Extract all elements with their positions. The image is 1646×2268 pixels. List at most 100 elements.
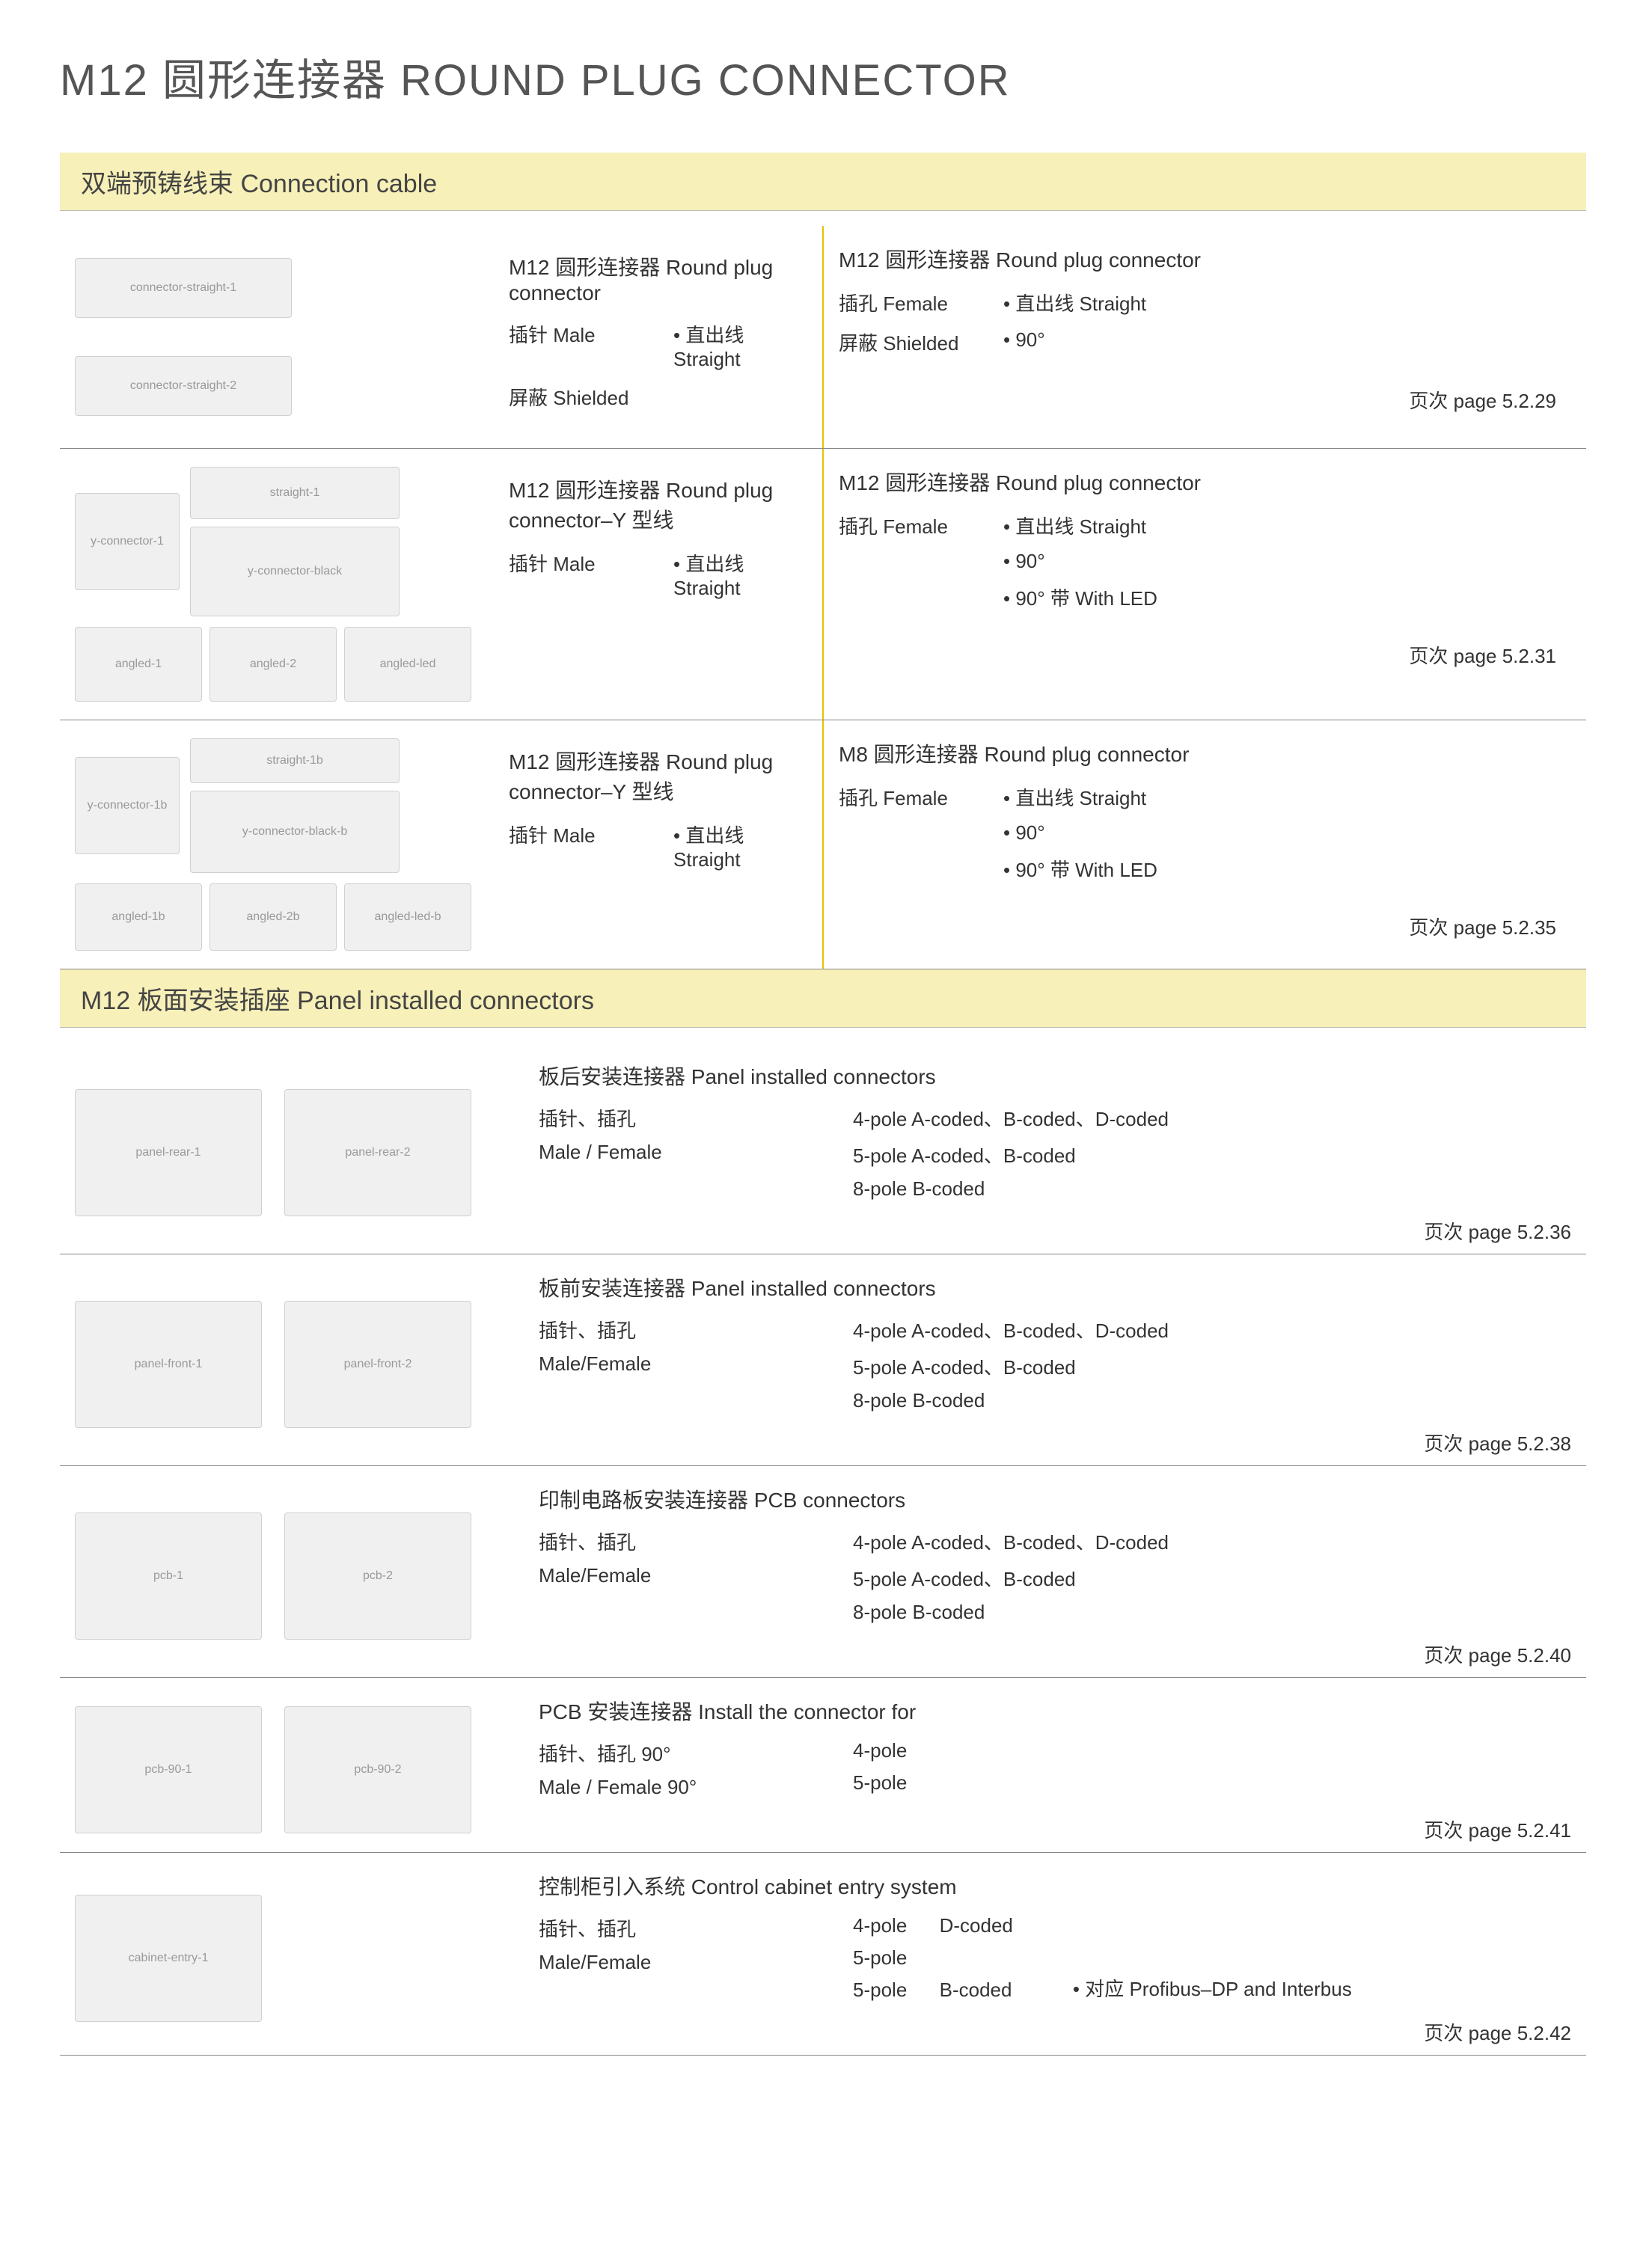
panel-row-2: pcb-1 pcb-2 印制电路板安装连接器 PCB connectors 插针… bbox=[60, 1466, 1586, 1678]
page-reference: 页次 page 5.2.35 bbox=[839, 913, 1571, 940]
product-image: cabinet-entry-1 bbox=[75, 1895, 262, 2022]
spec-label: 插针、插孔 90° bbox=[539, 1739, 853, 1767]
spec-label: Male / Female 90° bbox=[539, 1776, 853, 1799]
spec-label: 插针 Male bbox=[509, 821, 643, 871]
product-image: angled-1 bbox=[75, 627, 202, 702]
section-header-cable: 双端预铸线束 Connection cable bbox=[60, 153, 1586, 211]
product-image: panel-rear-1 bbox=[75, 1089, 262, 1216]
panel-row-3-images: pcb-90-1 pcb-90-2 bbox=[75, 1696, 539, 1843]
page-title: M12 圆形连接器 ROUND PLUG CONNECTOR bbox=[60, 45, 1586, 108]
panel-row-1-images: panel-front-1 panel-front-2 bbox=[75, 1272, 539, 1456]
product-image: pcb-2 bbox=[284, 1512, 471, 1640]
spec-title: M12 圆形连接器 Round plug connector–Y 型线 bbox=[509, 474, 792, 534]
spec-label: 插针、插孔 bbox=[539, 1316, 853, 1343]
panel-row-1: panel-front-1 panel-front-2 板前安装连接器 Pane… bbox=[60, 1254, 1586, 1466]
panel-row-3-text: PCB 安装连接器 Install the connector for 插针、插… bbox=[539, 1696, 1571, 1843]
spec-item: 90° bbox=[1003, 821, 1157, 845]
spec-title: M12 圆形连接器 Round plug connector bbox=[509, 251, 792, 305]
spec-title: 控制柜引入系统 Control cabinet entry system bbox=[539, 1871, 1571, 1901]
product-image: angled-2 bbox=[209, 627, 337, 702]
spec-title: M12 圆形连接器 Round plug connector–Y 型线 bbox=[509, 746, 792, 806]
spec-label: 插针、插孔 bbox=[539, 1527, 853, 1555]
product-image: y-connector-1b bbox=[75, 757, 180, 854]
spec-item: 5-pole A-coded、B-coded bbox=[853, 1564, 1571, 1592]
page-reference: 页次 page 5.2.36 bbox=[539, 1217, 1571, 1245]
panel-row-4-text: 控制柜引入系统 Control cabinet entry system 插针、… bbox=[539, 1871, 1571, 2046]
spec-item: 直出线 Straight bbox=[673, 320, 792, 371]
page-reference: 页次 page 5.2.41 bbox=[539, 1815, 1571, 1843]
panel-row-0-images: panel-rear-1 panel-rear-2 bbox=[75, 1061, 539, 1245]
cable-row-2-right: M8 圆形连接器 Round plug connector 插孔 Female … bbox=[824, 720, 1586, 969]
cable-row-0: connector-straight-1 connector-straight-… bbox=[60, 226, 1586, 449]
spec-title: 板后安装连接器 Panel installed connectors bbox=[539, 1061, 1571, 1091]
spec-title: 印制电路板安装连接器 PCB connectors bbox=[539, 1484, 1571, 1514]
spec-item: 直出线 Straight bbox=[673, 549, 792, 600]
spec-item: 4-pole bbox=[853, 1739, 1571, 1762]
panel-row-0-text: 板后安装连接器 Panel installed connectors 插针、插孔… bbox=[539, 1061, 1571, 1245]
page-reference: 页次 page 5.2.40 bbox=[539, 1640, 1571, 1668]
spec-title: M8 圆形连接器 Round plug connector bbox=[839, 738, 1571, 768]
spec-label: 插孔 Female bbox=[839, 512, 973, 611]
product-image: angled-led-b bbox=[344, 883, 471, 951]
cable-row-1-right: M12 圆形连接器 Round plug connector 插孔 Female… bbox=[824, 449, 1586, 720]
page-reference: 页次 page 5.2.38 bbox=[539, 1429, 1571, 1456]
spec-item: 4-pole D-coded bbox=[853, 1914, 1013, 1937]
spec-label: Male/Female bbox=[539, 1951, 853, 1974]
product-image: straight-1 bbox=[190, 467, 400, 519]
product-image: pcb-1 bbox=[75, 1512, 262, 1640]
cable-row-1: y-connector-1 straight-1 y-connector-bla… bbox=[60, 449, 1586, 720]
cable-row-1-images: y-connector-1 straight-1 y-connector-bla… bbox=[75, 467, 494, 702]
spec-item: 90° bbox=[1003, 328, 1045, 356]
spec-item: 90° 带 With LED bbox=[1003, 855, 1157, 883]
spec-item: 5-pole A-coded、B-coded bbox=[853, 1141, 1571, 1168]
spec-item: 5-pole B-coded bbox=[853, 1979, 1013, 2002]
spec-label: 插孔 Female bbox=[839, 289, 973, 316]
cable-row-1-left-text: M12 圆形连接器 Round plug connector–Y 型线 插针 M… bbox=[494, 467, 807, 702]
product-image: y-connector-black-b bbox=[190, 791, 400, 873]
cable-row-2-images: y-connector-1b straight-1b y-connector-b… bbox=[75, 738, 494, 951]
spec-label: Male/Female bbox=[539, 1352, 853, 1376]
product-image: y-connector-1 bbox=[75, 493, 180, 590]
spec-title: M12 圆形连接器 Round plug connector bbox=[839, 244, 1571, 274]
product-image: angled-1b bbox=[75, 883, 202, 951]
panel-row-2-text: 印制电路板安装连接器 PCB connectors 插针、插孔 Male/Fem… bbox=[539, 1484, 1571, 1668]
section-header-panel: M12 板面安装插座 Panel installed connectors bbox=[60, 969, 1586, 1028]
spec-label: 屏蔽 Shielded bbox=[509, 383, 643, 411]
spec-item: 直出线 Straight bbox=[673, 821, 792, 871]
page-reference: 页次 page 5.2.29 bbox=[839, 386, 1571, 414]
page-reference: 页次 page 5.2.42 bbox=[539, 2018, 1571, 2046]
product-image: straight-1b bbox=[190, 738, 400, 783]
panel-row-0: panel-rear-1 panel-rear-2 板后安装连接器 Panel … bbox=[60, 1043, 1586, 1254]
spec-item: 8-pole B-coded bbox=[853, 1177, 1571, 1201]
spec-label: 插孔 Female bbox=[839, 783, 973, 883]
spec-label: 屏蔽 Shielded bbox=[839, 328, 973, 356]
spec-label: 插针 Male bbox=[509, 320, 643, 371]
product-image: angled-led bbox=[344, 627, 471, 702]
spec-title: M12 圆形连接器 Round plug connector bbox=[839, 467, 1571, 497]
spec-note: • 对应 Profibus–DP and Interbus bbox=[1073, 1974, 1352, 2002]
product-image: panel-front-2 bbox=[284, 1301, 471, 1428]
cable-row-2-left: y-connector-1b straight-1b y-connector-b… bbox=[60, 720, 824, 969]
cable-row-0-images: connector-straight-1 connector-straight-… bbox=[75, 244, 494, 430]
panel-row-2-images: pcb-1 pcb-2 bbox=[75, 1484, 539, 1668]
panel-row-1-text: 板前安装连接器 Panel installed connectors 插针、插孔… bbox=[539, 1272, 1571, 1456]
spec-item: 4-pole A-coded、B-coded、D-coded bbox=[853, 1527, 1571, 1555]
spec-item: 5-pole bbox=[853, 1771, 1571, 1795]
spec-label: 插针、插孔 bbox=[539, 1914, 853, 1942]
spec-item: 直出线 Straight bbox=[1003, 289, 1146, 316]
product-image: pcb-90-2 bbox=[284, 1706, 471, 1833]
product-image: panel-front-1 bbox=[75, 1301, 262, 1428]
spec-item: 4-pole A-coded、B-coded、D-coded bbox=[853, 1316, 1571, 1343]
panel-row-3: pcb-90-1 pcb-90-2 PCB 安装连接器 Install the … bbox=[60, 1678, 1586, 1853]
spec-item: 8-pole B-coded bbox=[853, 1389, 1571, 1412]
cable-row-2-left-text: M12 圆形连接器 Round plug connector–Y 型线 插针 M… bbox=[494, 738, 807, 951]
product-image: connector-straight-2 bbox=[75, 356, 292, 416]
spec-item: 直出线 Straight bbox=[1003, 512, 1157, 539]
cable-row-1-left: y-connector-1 straight-1 y-connector-bla… bbox=[60, 449, 824, 720]
product-image: pcb-90-1 bbox=[75, 1706, 262, 1833]
page-reference: 页次 page 5.2.31 bbox=[839, 641, 1571, 669]
spec-title: PCB 安装连接器 Install the connector for bbox=[539, 1696, 1571, 1726]
spec-label: 插针 Male bbox=[509, 549, 643, 600]
product-image: angled-2b bbox=[209, 883, 337, 951]
product-image: y-connector-black bbox=[190, 527, 400, 616]
